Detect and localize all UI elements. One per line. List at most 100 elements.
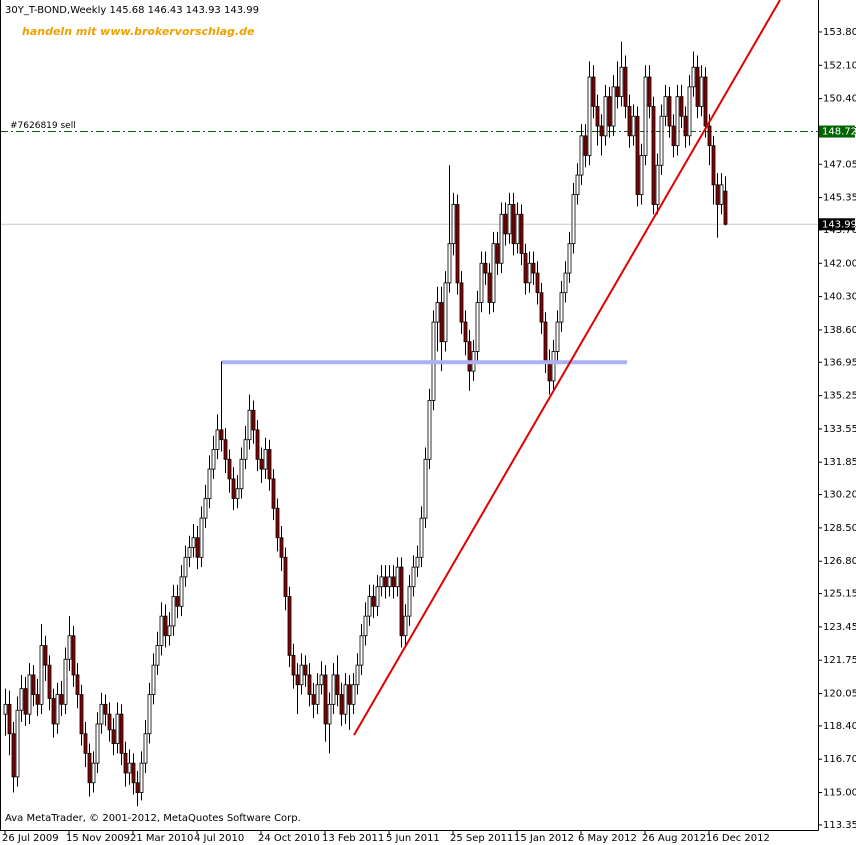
candle-body	[511, 204, 516, 245]
candle-body	[183, 556, 188, 578]
candle-body	[151, 664, 156, 695]
candle-body	[619, 66, 624, 98]
candle-body	[203, 498, 208, 519]
y-tick-label: 140.30	[823, 292, 856, 303]
candle-body	[279, 537, 284, 558]
candle-body	[467, 341, 472, 372]
candle-body	[703, 76, 708, 127]
x-tick-label: 4 Jul 2010	[194, 833, 244, 844]
candle-body	[327, 703, 332, 725]
candle-body	[43, 645, 48, 666]
candle-body	[615, 86, 620, 98]
candle-body	[31, 674, 36, 695]
order-price-box	[819, 125, 855, 138]
candle-body	[655, 164, 660, 205]
candle-body	[231, 478, 236, 499]
y-tick-label: 121.75	[823, 655, 856, 666]
candle-body	[515, 213, 520, 245]
candle-body	[215, 429, 220, 450]
y-tick-label: 120.05	[823, 689, 856, 700]
candle-body	[291, 654, 296, 676]
y-tick-label: 130.20	[823, 490, 856, 501]
candle-body	[111, 729, 116, 744]
candle-body	[99, 703, 104, 725]
plot-area: #7626819 sell	[0, 0, 818, 807]
candle-body	[723, 190, 728, 225]
candle-body	[623, 66, 628, 107]
candle-body	[159, 615, 164, 646]
candle-body	[443, 282, 448, 343]
candle-body	[507, 204, 512, 235]
candle-body	[219, 429, 224, 441]
candle-body	[627, 106, 632, 137]
candle-body	[539, 292, 544, 323]
candle-body	[75, 674, 80, 695]
candle-body	[695, 66, 700, 107]
candle-body	[55, 694, 60, 725]
candle-body	[647, 76, 652, 107]
candle-body	[91, 762, 96, 784]
candle-body	[611, 86, 616, 127]
candle-body	[255, 429, 260, 460]
candle-body	[59, 694, 64, 705]
candle-body	[343, 684, 348, 715]
candle-body	[67, 635, 72, 660]
order-price-label: 148.72	[822, 127, 856, 138]
candle-body	[71, 635, 76, 676]
candle-body	[491, 243, 496, 303]
x-tick-label: 26 Aug 2012	[642, 833, 706, 844]
candle-body	[399, 566, 404, 637]
order-label: #7626819 sell	[10, 121, 76, 131]
candle-body	[595, 106, 600, 127]
candle-body	[387, 576, 392, 588]
x-tick-label: 21 Mar 2010	[130, 833, 193, 844]
candle-body	[555, 321, 560, 352]
candle-body	[639, 155, 644, 196]
candle-body	[63, 658, 68, 705]
chart-title: 30Y_T-BOND,Weekly 145.68 146.43 143.93 1…	[5, 5, 259, 16]
candle-body	[11, 733, 16, 778]
candle-body	[299, 664, 304, 686]
candle-body	[583, 135, 588, 156]
candle-body	[435, 302, 440, 323]
candle-body	[175, 596, 180, 607]
candle-body	[683, 115, 688, 137]
candle-body	[335, 674, 340, 695]
candle-body	[23, 688, 28, 715]
candle-body	[543, 321, 548, 362]
trend-line	[353, 0, 781, 736]
candle-body	[323, 674, 328, 725]
candle-body	[115, 713, 120, 744]
candle-body	[27, 674, 32, 715]
candle-body	[47, 664, 52, 699]
candle-body	[187, 547, 192, 558]
y-tick-label: 125.15	[823, 589, 856, 600]
candle-body	[155, 645, 160, 666]
y-tick-label: 152.10	[823, 60, 856, 71]
candle-body	[679, 96, 684, 117]
y-tick-label: 116.70	[823, 754, 856, 765]
candle-body	[339, 694, 344, 715]
y-tick-label: 153.80	[823, 27, 856, 38]
candle-body	[371, 596, 376, 607]
candle-body	[667, 96, 672, 127]
candle-body	[475, 302, 480, 352]
candle-body	[315, 684, 320, 705]
candle-body	[199, 517, 204, 558]
candle-body	[375, 586, 380, 607]
candle-body	[171, 596, 176, 627]
candle-body	[519, 213, 524, 254]
candle-body	[283, 556, 288, 597]
candle-body	[227, 458, 232, 480]
candle-body	[587, 76, 592, 156]
candle-body	[271, 478, 276, 509]
x-tick-label: 26 Jul 2009	[2, 833, 59, 844]
candle-body	[295, 674, 300, 686]
candle-body	[691, 66, 696, 88]
candle-body	[415, 556, 420, 568]
candle-body	[483, 262, 488, 274]
y-tick-label: 113.35	[823, 820, 856, 831]
candle-body	[531, 262, 536, 274]
candle-body	[567, 243, 572, 274]
